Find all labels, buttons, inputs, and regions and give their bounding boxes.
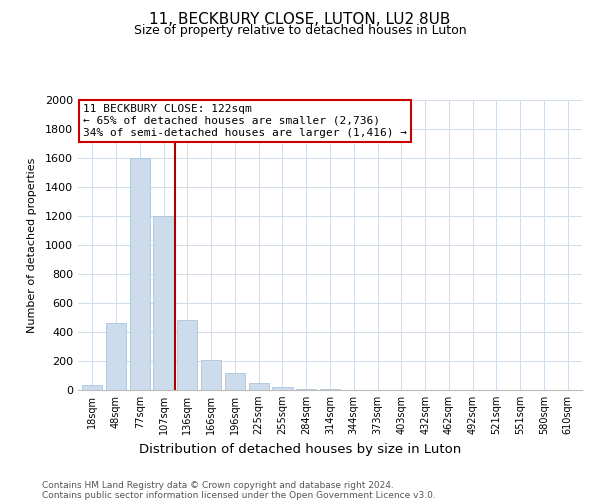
Text: 11, BECKBURY CLOSE, LUTON, LU2 8UB: 11, BECKBURY CLOSE, LUTON, LU2 8UB: [149, 12, 451, 28]
Text: 11 BECKBURY CLOSE: 122sqm
← 65% of detached houses are smaller (2,736)
34% of se: 11 BECKBURY CLOSE: 122sqm ← 65% of detac…: [83, 104, 407, 138]
Text: Contains HM Land Registry data © Crown copyright and database right 2024.: Contains HM Land Registry data © Crown c…: [42, 481, 394, 490]
Bar: [272, 387, 293, 390]
Bar: [177, 320, 197, 390]
Y-axis label: Number of detached properties: Number of detached properties: [26, 158, 37, 332]
Bar: [225, 374, 245, 390]
Bar: [248, 384, 269, 390]
Text: Size of property relative to detached houses in Luton: Size of property relative to detached ho…: [134, 24, 466, 37]
Bar: [106, 324, 126, 390]
Bar: [296, 388, 316, 390]
Bar: [130, 158, 150, 390]
Bar: [201, 360, 221, 390]
Text: Contains public sector information licensed under the Open Government Licence v3: Contains public sector information licen…: [42, 491, 436, 500]
Bar: [82, 385, 103, 390]
Bar: [154, 216, 173, 390]
Text: Distribution of detached houses by size in Luton: Distribution of detached houses by size …: [139, 442, 461, 456]
